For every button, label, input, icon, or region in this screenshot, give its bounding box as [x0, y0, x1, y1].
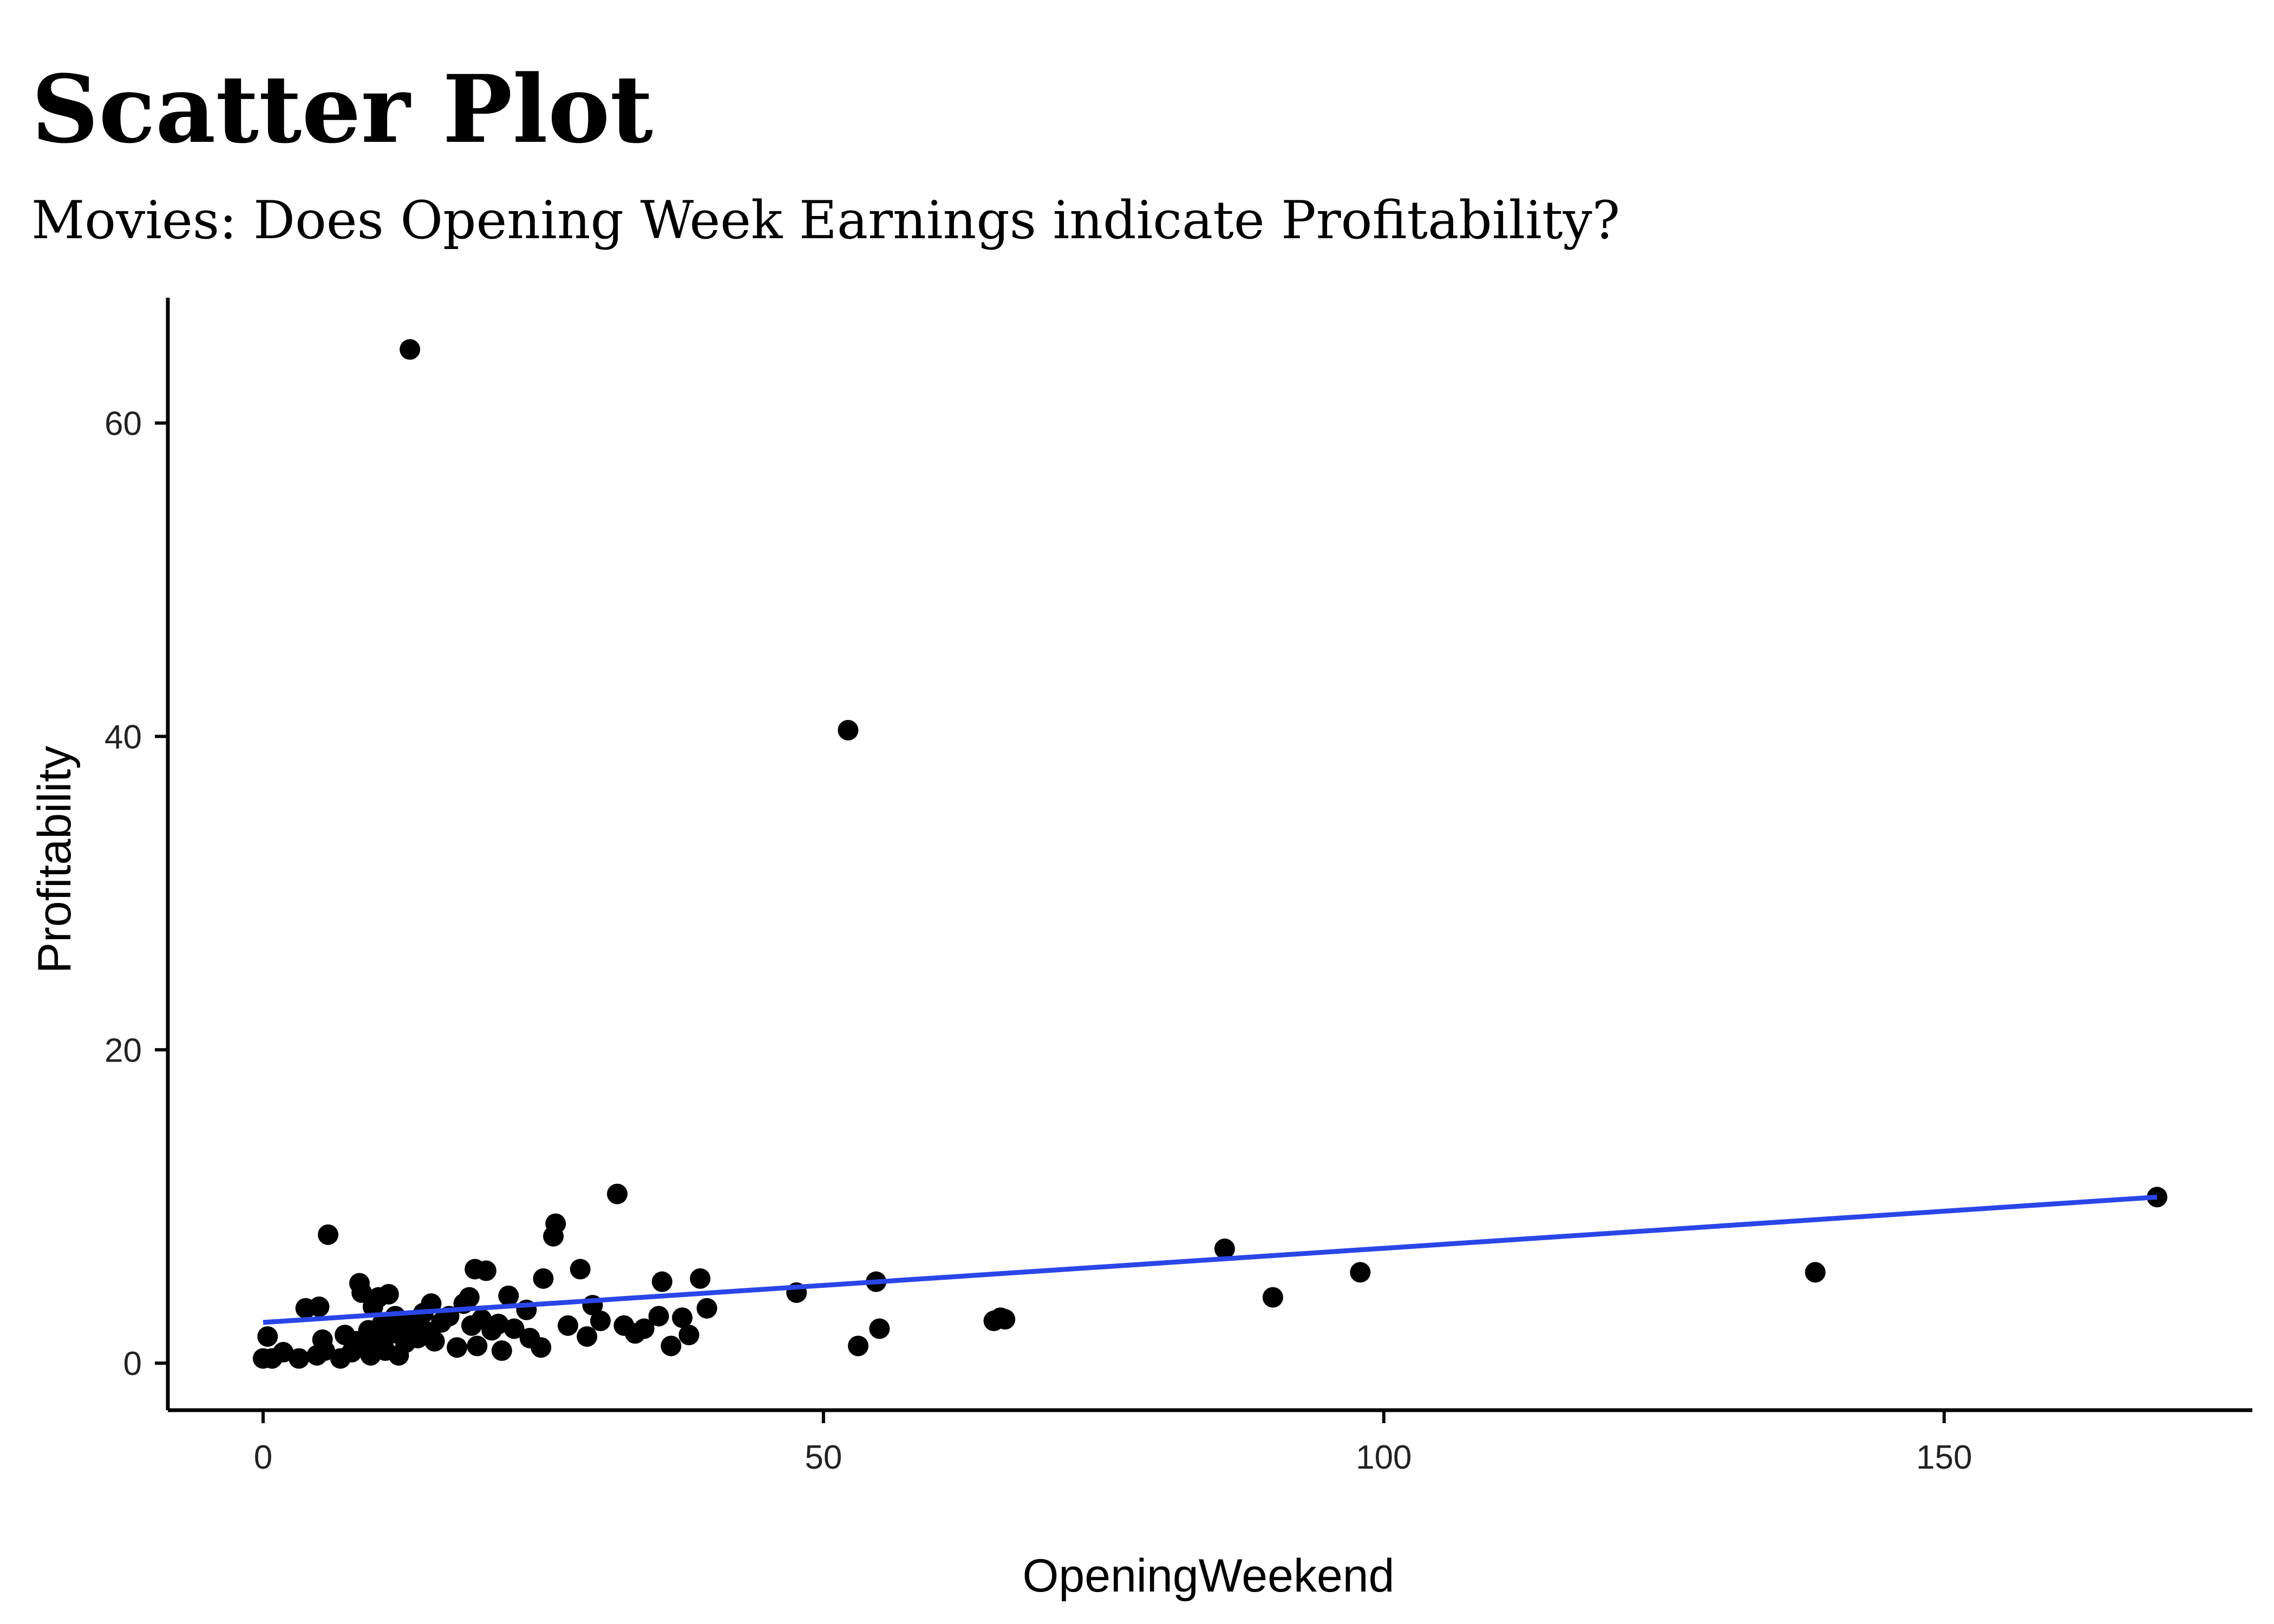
data-point	[1214, 1238, 1235, 1259]
data-point	[378, 1284, 399, 1305]
data-point	[351, 1282, 373, 1303]
x-tick-label: 150	[1916, 1439, 1972, 1476]
data-point	[607, 1183, 628, 1204]
data-point	[557, 1315, 578, 1336]
data-point	[678, 1325, 700, 1346]
data-point	[838, 719, 859, 741]
y-tick-label: 40	[104, 718, 142, 756]
data-point	[504, 1318, 525, 1339]
plot-area: 0 50 100 150 0 20 40 60	[104, 298, 2252, 1476]
data-point	[690, 1268, 711, 1289]
data-point	[467, 1335, 488, 1357]
data-point	[314, 1340, 335, 1361]
data-point	[1262, 1287, 1283, 1308]
data-point	[273, 1341, 294, 1363]
data-point	[400, 339, 421, 360]
data-point	[590, 1311, 611, 1332]
data-point	[533, 1268, 554, 1289]
data-point	[475, 1260, 496, 1281]
data-point	[869, 1318, 890, 1339]
data-point	[531, 1337, 552, 1358]
data-point	[447, 1337, 468, 1358]
x-axis-title: OpeningWeekend	[1023, 1550, 1395, 1602]
x-tick-label: 50	[805, 1439, 842, 1476]
data-point	[648, 1306, 669, 1327]
y-tick-label: 0	[123, 1345, 142, 1383]
trend-line	[263, 1194, 2158, 1325]
data-point	[317, 1224, 338, 1245]
data-point	[309, 1296, 330, 1317]
y-tick-label: 60	[104, 405, 142, 443]
data-point	[289, 1348, 310, 1369]
data-point	[672, 1307, 693, 1328]
chart-subtitle: Movies: Does Opening Week Earnings indic…	[31, 190, 1620, 251]
data-point	[570, 1259, 591, 1280]
data-point	[488, 1313, 509, 1334]
data-point	[696, 1298, 717, 1319]
y-axis-title: Profitability	[29, 746, 81, 974]
data-point	[491, 1340, 512, 1361]
data-point	[459, 1287, 480, 1308]
chart-title: Scatter Plot	[31, 54, 653, 164]
data-point	[848, 1335, 869, 1357]
x-tick-label: 0	[254, 1439, 272, 1476]
data-point	[498, 1285, 519, 1306]
data-point	[661, 1335, 682, 1357]
data-point	[424, 1331, 445, 1352]
data-point	[633, 1318, 655, 1339]
x-tick-label: 100	[1356, 1439, 1412, 1476]
data-point	[1805, 1262, 1826, 1283]
data-point	[577, 1326, 598, 1347]
y-tick-label: 20	[104, 1032, 142, 1069]
data-point	[1350, 1262, 1371, 1283]
data-point	[995, 1309, 1016, 1330]
data-point	[257, 1326, 278, 1347]
data-point	[651, 1271, 672, 1292]
data-point	[545, 1213, 566, 1234]
